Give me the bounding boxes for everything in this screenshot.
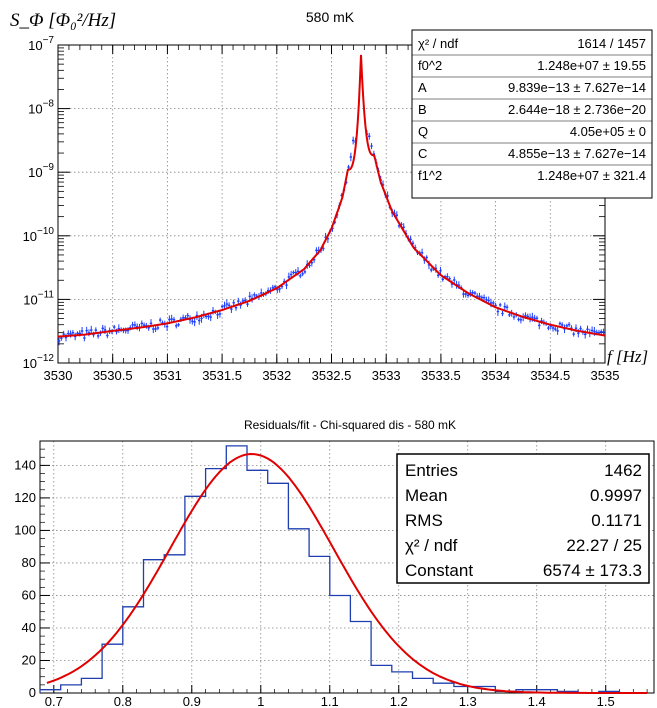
fit-stat-label: C xyxy=(418,146,427,161)
top-y-tick-labels: 10−12 10−11 10−10 10−9 10−8 10−7 xyxy=(23,35,55,371)
top-x-tick-label: 3532.5 xyxy=(312,368,352,383)
histogram-stat-value: 0.1171 xyxy=(591,511,642,530)
top-ylabel: S_Φ [Φ₀²/Hz] xyxy=(10,10,116,31)
bottom-y-tick-label: 0 xyxy=(29,685,36,700)
top-x-tick-label: 3534.5 xyxy=(530,368,570,383)
fit-stat-value: 2.644e−18 ± 2.736e−20 xyxy=(508,102,646,117)
histogram-stat-value: 1462 xyxy=(604,461,642,480)
fit-stat-label: χ² / ndf xyxy=(418,36,458,51)
bottom-x-tick-label: 0.8 xyxy=(114,694,132,708)
top-y-tick-label: 10−12 xyxy=(23,353,55,371)
histogram-stats-frame xyxy=(396,453,650,584)
bottom-y-tick-label: 120 xyxy=(14,490,36,505)
fit-stat-value: 4.05e+05 ± 0 xyxy=(570,124,646,139)
top-xlabel: f [Hz] xyxy=(607,347,648,366)
fit-stat-label: f0^2 xyxy=(418,58,442,73)
top-x-tick-label: 3530 xyxy=(44,368,73,383)
top-chart: S_Φ [Φ₀²/Hz] 580 mK 3530 3530.5 3531 3531.5… xyxy=(10,9,653,383)
bottom-y-tick-labels: 0 20 40 60 80 100 120 140 xyxy=(14,457,36,700)
top-y-tick-label: 10−7 xyxy=(28,35,54,53)
top-x-tick-label: 3531 xyxy=(153,368,182,383)
fit-stat-value: 4.855e−13 ± 7.627e−14 xyxy=(508,146,646,161)
top-title: 580 mK xyxy=(306,9,355,25)
top-x-tick-label: 3531.5 xyxy=(202,368,242,383)
histogram-stat-value: 0.9997 xyxy=(590,486,642,505)
bottom-x-tick-label: 1.4 xyxy=(528,694,546,708)
histogram-outline xyxy=(39,445,641,694)
bottom-x-tick-label: 0.7 xyxy=(45,694,63,708)
histogram-stats-box: Entries 1462 Mean 0.9997 RMS 0.1171 χ² / ndf 22… xyxy=(396,453,650,584)
histogram-stat-label: Mean xyxy=(405,486,448,505)
top-y-tick-label: 10−9 xyxy=(28,162,54,180)
top-x-tick-label: 3533 xyxy=(372,368,401,383)
histogram-stat-label: Constant xyxy=(405,561,473,580)
top-x-tick-label: 3534 xyxy=(481,368,510,383)
fit-stat-label: f1^2 xyxy=(418,168,442,183)
bottom-x-tick-label: 1.1 xyxy=(321,694,339,708)
fit-stat-value: 9.839e−13 ± 7.627e−14 xyxy=(508,80,646,95)
bottom-x-tick-label: 1.5 xyxy=(597,694,615,708)
fit-stat-label: Q xyxy=(418,124,428,139)
bottom-y-tick-label: 40 xyxy=(22,620,36,635)
top-x-tick-label: 3533.5 xyxy=(421,368,461,383)
bottom-plot-frame xyxy=(39,440,655,694)
gaussian-fit-curve xyxy=(46,452,648,694)
bottom-y-tick-label: 80 xyxy=(22,555,36,570)
fit-stat-label: A xyxy=(418,80,427,95)
top-x-tick-label: 3535 xyxy=(591,368,620,383)
histogram-stat-value: 6574 ± 173.3 xyxy=(543,561,642,580)
bottom-x-tick-label: 0.9 xyxy=(183,694,201,708)
bottom-x-tick-label: 1 xyxy=(257,694,264,708)
top-x-tick-labels: 3530 3530.5 3531 3531.5 3532 3532.5 3533 3533.5… xyxy=(44,368,620,383)
bottom-y-tick-label: 20 xyxy=(22,652,36,667)
histogram-stat-label: Entries xyxy=(405,461,458,480)
bottom-y-tick-label: 140 xyxy=(14,457,36,472)
top-y-tick-label: 10−11 xyxy=(23,289,54,307)
fit-stats-frame xyxy=(411,29,653,199)
bottom-chart: Residuals/fit - Chi-squared dis - 580 mK… xyxy=(14,418,655,708)
bottom-y-tick-label: 60 xyxy=(22,587,36,602)
fit-stats-box: χ² / ndf 1614 / 1457 f0^2 1.248e+07 ± 19.55… xyxy=(411,29,653,199)
histogram-stat-value: 22.27 / 25 xyxy=(566,536,642,555)
top-fit-curve xyxy=(57,54,606,338)
fit-stat-label: B xyxy=(418,102,427,117)
bottom-x-tick-label: 1.3 xyxy=(459,694,477,708)
histogram-stat-label: χ² / ndf xyxy=(405,536,458,555)
bottom-title: Residuals/fit - Chi-squared dis - 580 mK xyxy=(244,418,456,432)
bottom-x-tick-label: 1.2 xyxy=(390,694,408,708)
histogram-stat-label: RMS xyxy=(405,511,443,530)
top-y-tick-label: 10−8 xyxy=(28,99,54,117)
top-y-tick-label: 10−10 xyxy=(23,226,55,244)
bottom-y-tick-label: 100 xyxy=(14,522,36,537)
top-x-tick-label: 3532 xyxy=(262,368,291,383)
top-x-tick-label: 3530.5 xyxy=(93,368,133,383)
fit-stat-value: 1.248e+07 ± 19.55 xyxy=(537,58,646,73)
bottom-x-tick-labels: 0.7 0.8 0.9 1 1.1 1.2 1.3 1.4 1.5 xyxy=(45,694,615,708)
fit-stat-value: 1614 / 1457 xyxy=(577,36,646,51)
fit-stat-value: 1.248e+07 ± 321.4 xyxy=(537,168,646,183)
